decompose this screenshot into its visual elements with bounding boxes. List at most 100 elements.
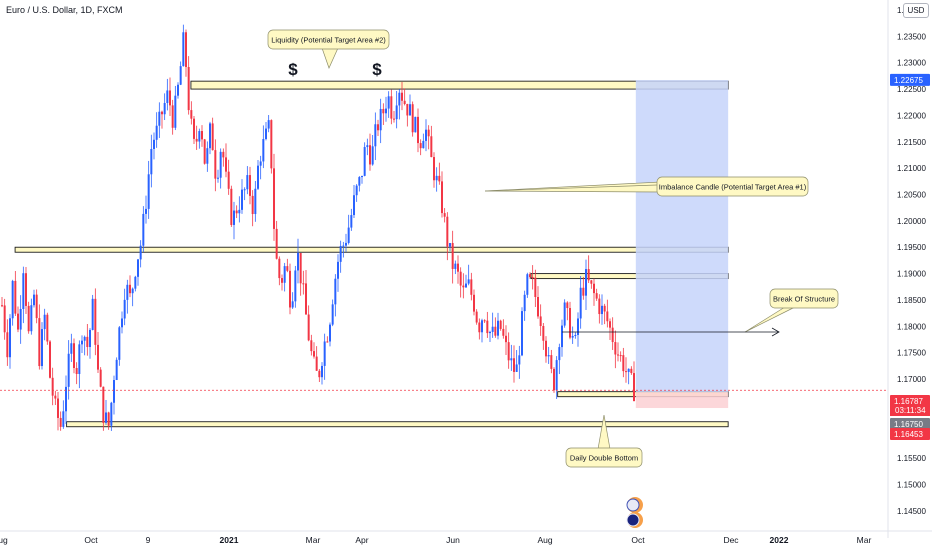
candle-body — [331, 304, 334, 325]
candle-body — [574, 334, 577, 336]
candle-body — [550, 355, 553, 369]
candle-body — [553, 368, 555, 391]
countdown-bg — [890, 405, 930, 416]
symbol-title: Euro / U.S. Dollar, 1D, FXCM — [6, 5, 123, 15]
candle-body — [353, 195, 355, 216]
candle-body — [14, 280, 17, 314]
price-label-1: 1.16787 — [890, 395, 930, 407]
candle-body — [441, 181, 443, 214]
candle-body — [198, 131, 201, 142]
price-tick-label: 1.14500 — [897, 507, 926, 516]
candle-body — [33, 294, 35, 306]
candle-body — [363, 147, 366, 176]
candle-body — [334, 278, 337, 305]
time-axis[interactable]: ug Oct 9 2021 Mar Apr Jun Aug Oct Dec 2022 Mar — [0, 530, 932, 545]
flag-badge-icon[interactable] — [624, 496, 644, 530]
candle-body — [1, 305, 3, 307]
dollar-symbol: $ — [288, 60, 298, 79]
candle-body — [395, 105, 398, 120]
candle-body — [462, 285, 465, 288]
candle-body — [457, 263, 459, 272]
candle-body — [523, 294, 526, 312]
candle-body — [526, 274, 529, 295]
candle-body — [203, 139, 206, 164]
candle-body — [25, 273, 27, 306]
candle-body — [70, 343, 73, 354]
candle-body — [579, 287, 582, 319]
candle-body — [355, 185, 358, 196]
candle-body — [294, 270, 297, 302]
imbalance-callout-text: Imbalance Candle (Potential Target Area … — [659, 183, 807, 192]
candle-body — [347, 227, 350, 243]
candle-body — [171, 105, 174, 128]
candle-body — [235, 210, 238, 214]
price-tick-label: 1.18500 — [897, 296, 926, 305]
price-label-text: 1.16750 — [894, 420, 923, 429]
candle-body — [345, 242, 347, 246]
candle-body — [390, 96, 393, 119]
price-tick-label: 1.22500 — [897, 85, 926, 94]
candle-body — [62, 411, 65, 427]
candle-body — [430, 136, 433, 158]
candle-body — [174, 95, 177, 128]
candles-layer — [1, 24, 635, 431]
candle-body — [46, 314, 49, 342]
candle-body — [166, 90, 169, 103]
candle-body — [435, 175, 438, 181]
candle-body — [465, 283, 467, 288]
candle-body — [382, 108, 385, 114]
candle-body — [374, 124, 377, 147]
candle-body — [211, 123, 214, 151]
price-label-bg — [890, 395, 930, 407]
candle-body — [233, 210, 235, 225]
liquidity-callout-pointer — [321, 47, 339, 69]
candle-body — [598, 298, 601, 315]
candle-body — [27, 305, 30, 332]
currency-button[interactable]: USD — [903, 3, 929, 18]
liquidity-callout-box — [267, 29, 390, 50]
candle-body — [22, 273, 25, 309]
candle-body — [195, 138, 198, 142]
bos-callout-box — [769, 288, 839, 309]
time-tick-label: ug — [0, 535, 8, 545]
candle-body — [614, 342, 617, 355]
candle-body — [385, 108, 387, 114]
time-tick-label: Mar — [857, 535, 872, 545]
price-label-text: 1.22675 — [894, 76, 923, 85]
imbalance-pointer-line — [484, 184, 658, 192]
candle-body — [190, 110, 193, 119]
candle-body — [537, 297, 539, 317]
candle-body — [601, 305, 603, 315]
candle-body — [270, 120, 273, 169]
candle-body — [99, 369, 102, 387]
candle-body — [422, 140, 425, 149]
lower-support-zone — [66, 421, 729, 428]
price-tick-label: 1.19500 — [897, 243, 926, 252]
candle-body — [459, 271, 462, 286]
candle-body — [161, 111, 163, 115]
candle-body — [409, 104, 411, 116]
candle-body — [265, 128, 267, 140]
candle-body — [313, 351, 315, 357]
candle-body — [521, 311, 523, 356]
time-tick-label: Jun — [446, 535, 460, 545]
mid-support-zone — [14, 246, 729, 253]
candle-body — [489, 331, 491, 334]
candle-body — [126, 284, 129, 300]
candle-body — [286, 266, 289, 271]
candle-body — [142, 213, 145, 246]
imbalance-callout-box — [656, 176, 809, 197]
candle-body — [561, 325, 563, 348]
candle-body — [278, 258, 281, 279]
candle-body — [94, 298, 97, 345]
candle-body — [17, 313, 19, 330]
candle-body — [41, 329, 43, 367]
candle-body — [67, 353, 70, 387]
stop-box — [635, 392, 729, 409]
candle-body — [78, 344, 81, 374]
imbalance-callout-pointer — [484, 181, 662, 193]
price-tick-label: 1.17500 — [897, 349, 926, 358]
candle-body — [587, 269, 590, 281]
